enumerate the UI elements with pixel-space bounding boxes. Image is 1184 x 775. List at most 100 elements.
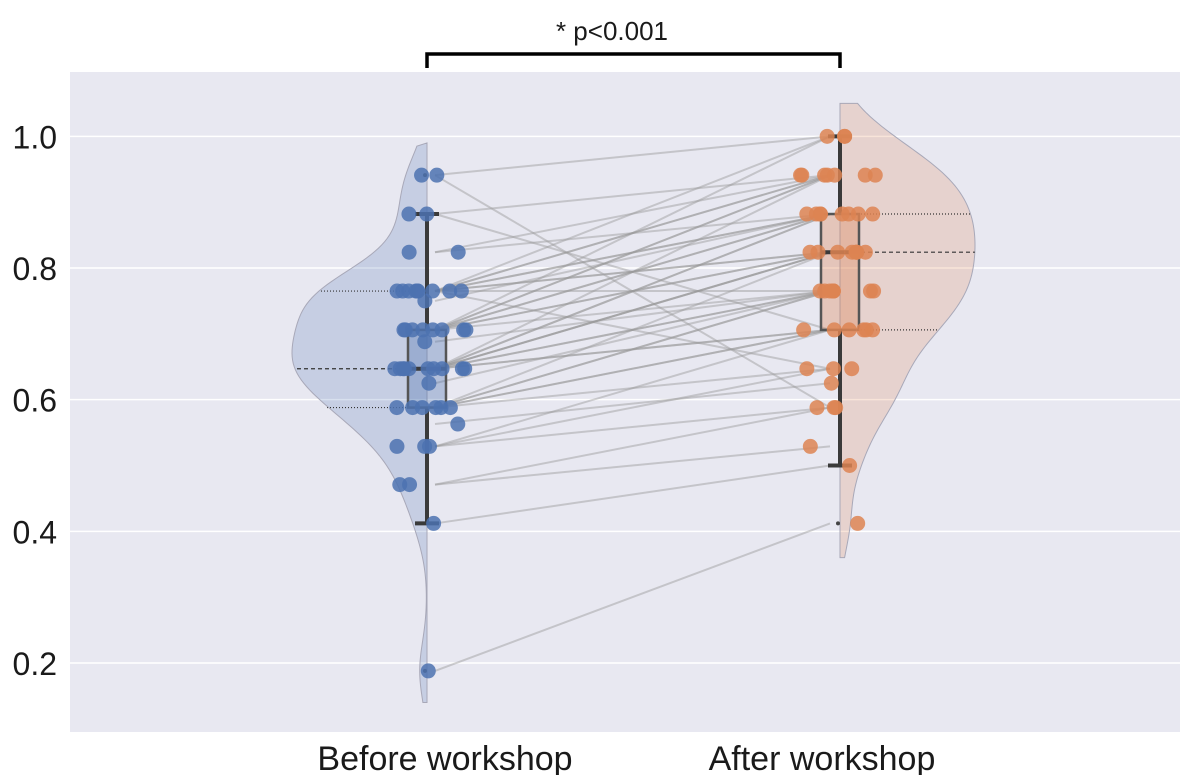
- pair-line: [434, 213, 831, 254]
- plot-area: [70, 72, 1180, 732]
- pair-line: [434, 251, 831, 293]
- pair-line: [434, 251, 831, 331]
- data-point: [434, 322, 450, 338]
- data-point: [826, 322, 842, 338]
- significance-annotation: * p<0.001: [556, 16, 668, 46]
- pair-line: [434, 213, 831, 331]
- data-point: [429, 167, 445, 183]
- data-point: [822, 283, 838, 299]
- data-points: [387, 128, 883, 679]
- pair-line: [434, 290, 831, 370]
- pair-line: [434, 464, 831, 525]
- y-tick-label: 0.8: [13, 251, 57, 287]
- x-tick-label-after: After workshop: [709, 740, 936, 775]
- data-point: [396, 322, 412, 338]
- violin: [291, 142, 428, 703]
- data-point: [828, 400, 844, 416]
- box: [819, 212, 861, 332]
- data-point: [827, 167, 843, 183]
- data-point: [841, 322, 857, 338]
- data-point: [392, 361, 408, 377]
- data-point: [819, 128, 835, 144]
- pair-line: [434, 251, 831, 293]
- data-point: [389, 283, 405, 299]
- pair-lines: [434, 135, 831, 672]
- data-point: [402, 477, 418, 493]
- pair-line: [434, 406, 831, 448]
- data-point: [389, 400, 405, 416]
- x-tick-labels: Before workshop After workshop: [317, 740, 935, 775]
- data-point: [812, 206, 828, 222]
- significance-bracket: [425, 52, 842, 68]
- data-point: [802, 244, 818, 260]
- pair-line: [434, 328, 831, 370]
- x-tick-label-before: Before workshop: [317, 740, 572, 775]
- data-point: [405, 400, 421, 416]
- pair-line: [434, 290, 831, 331]
- data-point: [389, 438, 405, 454]
- data-point: [826, 361, 842, 377]
- data-point: [830, 244, 846, 260]
- pair-line: [434, 328, 831, 409]
- data-point: [867, 167, 883, 183]
- pair-line: [434, 174, 831, 293]
- pair-line: [434, 213, 831, 302]
- y-tick-label: 1.0: [13, 119, 57, 155]
- pair-line: [434, 174, 831, 370]
- pair-line: [434, 251, 831, 331]
- data-point: [453, 283, 469, 299]
- pair-line: [434, 174, 831, 254]
- pair-line: [434, 135, 831, 292]
- data-point: [457, 361, 473, 377]
- data-point: [858, 322, 874, 338]
- pair-line: [434, 213, 831, 293]
- pair-line: [434, 251, 831, 409]
- pair-line: [434, 406, 831, 486]
- pair-line: [434, 213, 831, 370]
- pair-line: [434, 290, 831, 409]
- data-point: [450, 416, 466, 432]
- pair-line: [434, 174, 831, 293]
- data-point: [799, 206, 815, 222]
- pair-line: [434, 290, 831, 385]
- pair-line: [434, 328, 831, 409]
- data-point: [401, 244, 417, 260]
- data-point: [837, 128, 853, 144]
- pair-line: [434, 367, 831, 409]
- data-point: [850, 515, 866, 531]
- pair-line: [434, 213, 831, 293]
- data-point: [834, 206, 850, 222]
- data-point: [848, 244, 864, 260]
- data-point: [421, 438, 437, 454]
- y-tick-label: 0.6: [13, 383, 57, 419]
- grid: [70, 135, 1180, 664]
- data-point: [844, 361, 860, 377]
- pair-line: [434, 213, 831, 370]
- pair-line: [434, 290, 831, 409]
- pair-line: [434, 174, 831, 216]
- data-point: [809, 400, 825, 416]
- data-point: [793, 167, 809, 183]
- data-point: [442, 283, 458, 299]
- data-point: [421, 375, 437, 391]
- pair-line: [434, 328, 831, 370]
- y-tick-label: 0.2: [13, 646, 57, 682]
- data-point: [401, 206, 417, 222]
- pair-line: [434, 251, 831, 370]
- pair-line: [434, 251, 831, 370]
- pair-line: [434, 290, 831, 370]
- pair-line: [434, 251, 831, 370]
- data-point: [823, 375, 839, 391]
- pair-line: [434, 367, 831, 448]
- y-tick-label: 0.4: [13, 514, 57, 550]
- pair-line: [434, 174, 831, 331]
- outlier-marker: [836, 521, 840, 526]
- data-point: [450, 244, 466, 260]
- data-point: [842, 458, 858, 474]
- data-point: [417, 334, 433, 350]
- pair-line: [434, 213, 831, 331]
- data-point: [414, 167, 430, 183]
- data-point: [796, 322, 812, 338]
- pair-line: [434, 174, 831, 409]
